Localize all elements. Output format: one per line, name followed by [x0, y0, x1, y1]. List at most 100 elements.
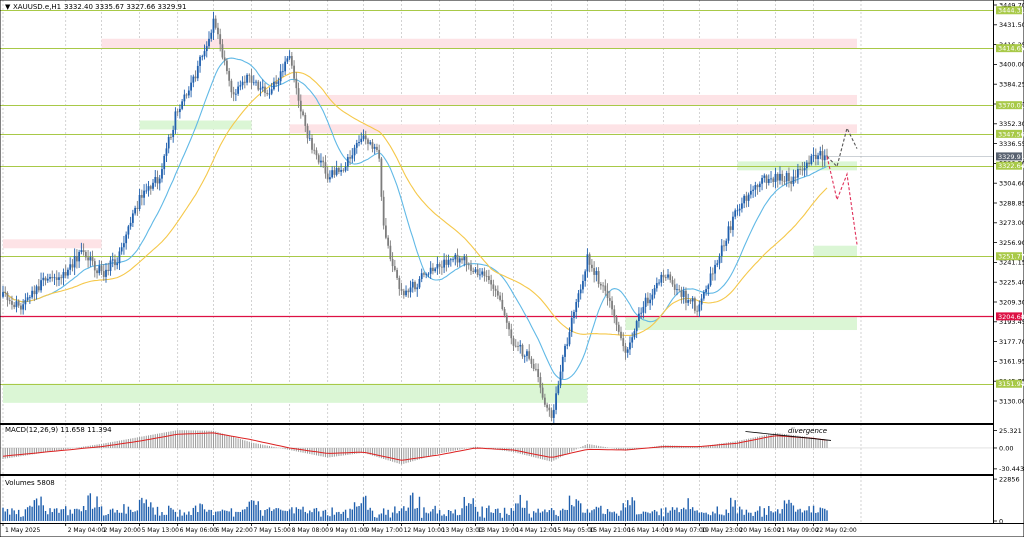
- time-tick-label: 15 May 21:00: [589, 527, 630, 534]
- candle-body: [405, 290, 407, 296]
- candle-body: [691, 298, 694, 302]
- candle-body: [447, 259, 450, 265]
- time-tick-label: 14 May 12:00: [516, 527, 557, 534]
- candle-body: [678, 289, 681, 291]
- candle-body: [140, 195, 143, 198]
- candle-body: [709, 273, 712, 286]
- candle-body: [432, 267, 434, 272]
- price-zones: [3, 38, 858, 403]
- candle-body: [60, 277, 63, 279]
- candle-body: [642, 306, 645, 313]
- price-tick-label: 3161.95: [999, 358, 1024, 366]
- candle-body: [781, 173, 784, 181]
- candle-body: [364, 135, 367, 140]
- candle-body: [69, 264, 72, 270]
- candle-body: [765, 175, 768, 183]
- price-levels: [0, 10, 993, 385]
- candle-body: [423, 273, 425, 275]
- price-tick-label: 3130.00: [999, 397, 1024, 405]
- candle-body: [794, 176, 797, 178]
- candle-body: [523, 355, 526, 357]
- candle-body: [105, 269, 107, 277]
- price-axis-labels: 3449.703431.503416.253400.003384.253368.…: [993, 1, 1024, 525]
- volume-tick-label: 0: [999, 517, 1003, 525]
- candle-body: [770, 178, 772, 180]
- candle-body: [134, 207, 137, 214]
- macd-signal-line: [2, 432, 828, 461]
- candle-body: [302, 111, 304, 116]
- level-badge-label: 3414.65: [998, 45, 1024, 53]
- candle-body: [154, 176, 157, 183]
- candle-body: [382, 196, 385, 226]
- candle-body: [557, 385, 560, 394]
- candle-body: [284, 61, 287, 72]
- candle-body: [577, 293, 580, 303]
- candle-body: [237, 86, 240, 94]
- candle-body: [543, 397, 546, 405]
- level-badge: [996, 312, 1022, 321]
- candle-body: [671, 280, 674, 285]
- macd-tick-label: -30.443: [999, 465, 1024, 473]
- candle-body: [62, 272, 65, 279]
- time-tick-label: 8 May 08:00: [292, 527, 330, 534]
- candle-body: [208, 38, 210, 47]
- candle-body: [611, 300, 613, 310]
- candle-body: [579, 289, 582, 294]
- candle-body: [662, 274, 665, 278]
- candle-body: [599, 283, 602, 286]
- candle-body: [810, 155, 813, 165]
- candle-body: [118, 251, 121, 264]
- time-tick-label: 9 May 17:00: [366, 527, 404, 534]
- candle-body: [749, 190, 752, 195]
- level-badge-label: 3347.56: [998, 130, 1024, 138]
- candle-body: [472, 270, 475, 272]
- time-tick-label: 6 May 22:00: [215, 527, 253, 534]
- candle-body: [476, 269, 479, 276]
- candle-body: [4, 292, 7, 293]
- candle-body: [335, 167, 338, 175]
- candle-body: [313, 149, 316, 151]
- candle-body: [281, 71, 284, 73]
- candle-body: [653, 288, 656, 295]
- candle-body: [727, 226, 730, 241]
- candle-body: [299, 100, 302, 112]
- candle-body: [212, 18, 215, 33]
- triangle-down-icon[interactable]: ▼: [5, 3, 11, 11]
- candle-body: [24, 299, 27, 305]
- support-zone: [813, 245, 857, 258]
- candle-body: [26, 297, 29, 300]
- candle-body: [219, 34, 222, 45]
- candle-body: [158, 178, 161, 184]
- candle-body: [391, 259, 394, 267]
- candle-body: [613, 309, 616, 318]
- candle-body: [268, 93, 271, 95]
- candle-body: [526, 351, 528, 356]
- support-zone: [737, 161, 857, 171]
- candle-body: [320, 160, 322, 163]
- candle-body: [514, 345, 517, 347]
- time-tick-label: 19 May 07:00: [666, 527, 707, 534]
- candle-body: [496, 290, 499, 296]
- candle-body: [261, 86, 264, 89]
- candle-body: [255, 81, 257, 83]
- candle-body: [100, 265, 103, 272]
- macd-tick-label: 0.00: [999, 444, 1013, 452]
- candle-body: [490, 280, 493, 285]
- candle-body: [87, 257, 89, 261]
- macd-panel: [0, 430, 993, 465]
- candle-body: [143, 190, 145, 198]
- candle-body: [705, 289, 707, 293]
- level-badge-label: 3329.91: [998, 153, 1024, 161]
- candle-body: [479, 274, 481, 276]
- candle-body: [311, 137, 313, 150]
- candle-body: [393, 266, 396, 271]
- candle-body: [470, 264, 472, 271]
- resistance-zone: [101, 38, 858, 49]
- candle-body: [152, 182, 154, 189]
- candle-body: [427, 273, 430, 275]
- candle-body: [700, 298, 703, 305]
- candle-body: [817, 155, 819, 160]
- candle-body: [55, 277, 58, 280]
